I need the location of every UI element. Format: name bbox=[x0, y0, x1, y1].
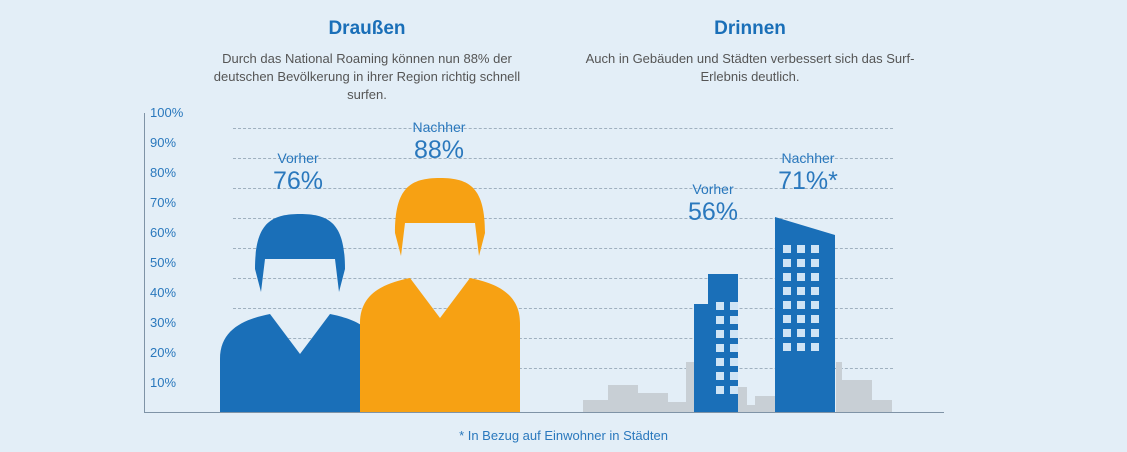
building-window bbox=[730, 330, 738, 338]
gridline bbox=[233, 188, 893, 189]
building-after-icon bbox=[775, 217, 835, 412]
y-tick-label: 80% bbox=[150, 165, 177, 180]
bar-label-name: Vorher bbox=[277, 150, 319, 166]
building-before-icon bbox=[694, 274, 738, 412]
y-tick-label: 90% bbox=[150, 135, 177, 150]
bar-label-value: 76% bbox=[272, 167, 324, 195]
bar-label-outdoor-after: Nachher 88% bbox=[379, 119, 499, 165]
building-window bbox=[783, 259, 791, 267]
building-window bbox=[811, 287, 819, 295]
bar-label-indoor-before: Vorher 56% bbox=[653, 181, 773, 227]
building-window bbox=[797, 315, 805, 323]
building-window bbox=[811, 329, 819, 337]
bar-label-value: 88% bbox=[413, 136, 465, 164]
building-window bbox=[783, 273, 791, 281]
building-window bbox=[811, 245, 819, 253]
building-window bbox=[730, 316, 738, 324]
building-window bbox=[783, 287, 791, 295]
right-description: Auch in Gebäuden und Städten verbessert … bbox=[585, 51, 915, 84]
building-window bbox=[783, 343, 791, 351]
building-window bbox=[783, 329, 791, 337]
bar-label-name: Vorher bbox=[692, 181, 734, 197]
building-window bbox=[797, 287, 805, 295]
building-window bbox=[716, 358, 724, 366]
building-window bbox=[811, 315, 819, 323]
gridline bbox=[233, 158, 893, 159]
gridline bbox=[233, 308, 893, 309]
person-before-icon bbox=[220, 214, 380, 412]
building-window bbox=[730, 386, 738, 394]
building-window bbox=[797, 301, 805, 309]
y-tick-label: 30% bbox=[150, 315, 177, 330]
building-window bbox=[797, 343, 805, 351]
building-window bbox=[811, 301, 819, 309]
building-window bbox=[797, 259, 805, 267]
gridline bbox=[233, 218, 893, 219]
building-window bbox=[783, 315, 791, 323]
bar-label-name: Nachher bbox=[412, 119, 466, 135]
y-axis-line bbox=[144, 113, 145, 413]
gridline bbox=[233, 248, 893, 249]
building-window bbox=[811, 343, 819, 351]
person-after-icon bbox=[360, 178, 520, 412]
right-title: Drinnen bbox=[714, 18, 786, 39]
building-window bbox=[811, 259, 819, 267]
x-axis-line bbox=[144, 412, 944, 413]
bar-label-outdoor-before: Vorher 76% bbox=[238, 150, 358, 196]
y-tick-label: 10% bbox=[150, 375, 177, 390]
gridline bbox=[233, 278, 893, 279]
gridline bbox=[233, 128, 893, 129]
left-description: Durch das National Roaming können nun 88… bbox=[213, 51, 521, 102]
y-tick-label: 70% bbox=[150, 195, 177, 210]
footnote: * In Bezug auf Einwohner in Städten bbox=[459, 428, 668, 443]
building-window bbox=[797, 273, 805, 281]
left-title: Draußen bbox=[328, 18, 406, 39]
building-window bbox=[716, 372, 724, 380]
gridline bbox=[233, 368, 893, 369]
bar-label-value: 56% bbox=[687, 198, 739, 226]
building-window bbox=[730, 344, 738, 352]
y-tick-label: 20% bbox=[150, 345, 177, 360]
building-window bbox=[730, 372, 738, 380]
building-window bbox=[716, 316, 724, 324]
building-window bbox=[716, 386, 724, 394]
building-window bbox=[811, 273, 819, 281]
gridline bbox=[233, 338, 893, 339]
building-window bbox=[783, 301, 791, 309]
y-tick-label: 50% bbox=[150, 255, 177, 270]
building-window bbox=[716, 302, 724, 310]
bar-label-indoor-after: Nachher 71%* bbox=[748, 150, 868, 196]
building-window bbox=[716, 330, 724, 338]
building-window bbox=[716, 344, 724, 352]
building-window bbox=[730, 302, 738, 310]
y-tick-label: 60% bbox=[150, 225, 177, 240]
bar-label-name: Nachher bbox=[781, 150, 835, 166]
y-tick-label: 40% bbox=[150, 285, 177, 300]
bar-label-value: 71%* bbox=[778, 167, 838, 195]
building-window bbox=[783, 245, 791, 253]
y-tick-label: 100% bbox=[150, 105, 184, 120]
building-window bbox=[797, 245, 805, 253]
building-window bbox=[730, 358, 738, 366]
building-window bbox=[797, 329, 805, 337]
